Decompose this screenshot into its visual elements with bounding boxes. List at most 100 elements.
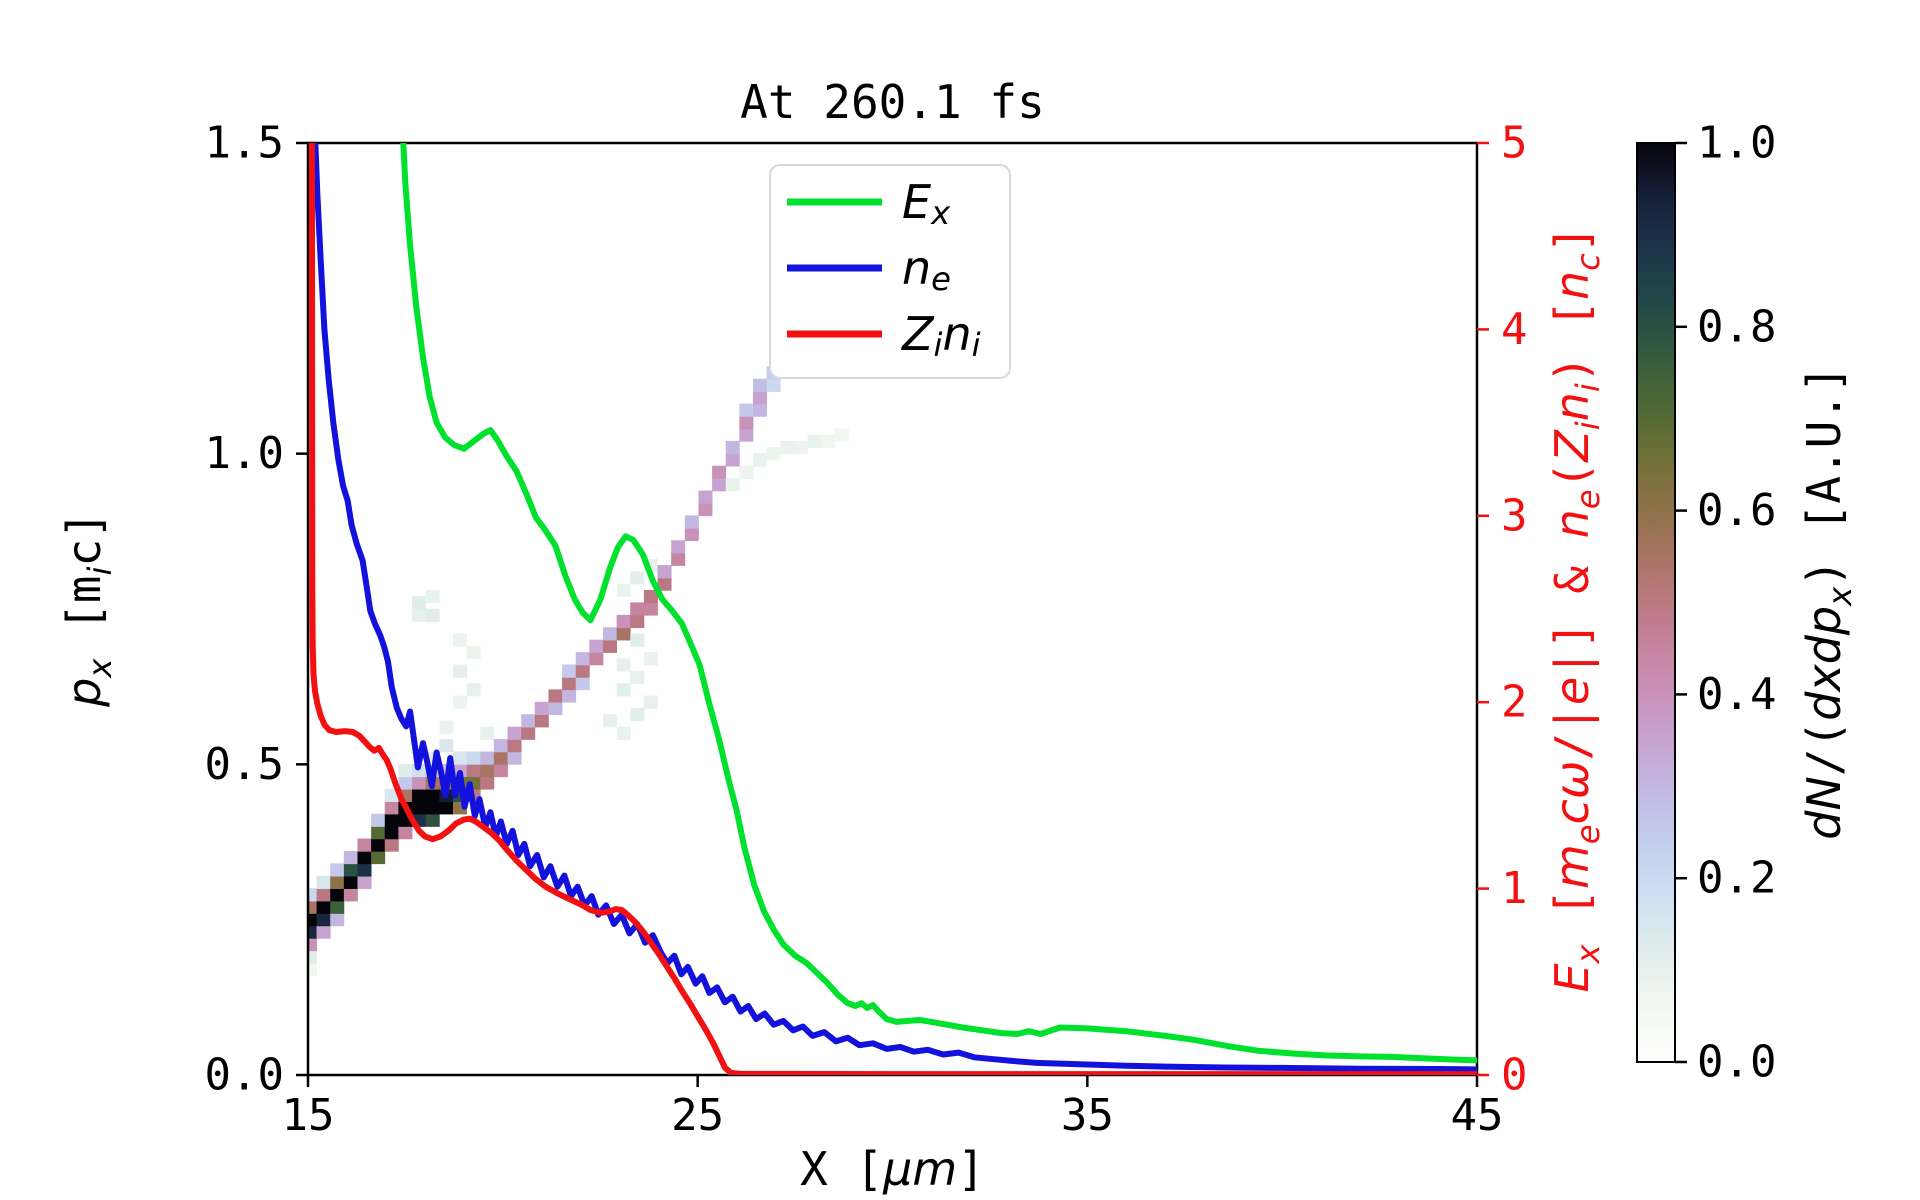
- heatmap-cell: [752, 403, 768, 417]
- heatmap-cell: [452, 633, 467, 647]
- y-right-tick-label: 3: [1501, 490, 1528, 541]
- heatmap-cell: [562, 664, 577, 678]
- heatmap-cell: [343, 850, 358, 865]
- heatmap-cell: [398, 776, 413, 790]
- heatmap-cell: [308, 913, 317, 927]
- heatmap-cell: [316, 925, 331, 939]
- heatmap-cell: [330, 875, 345, 889]
- heatmap-cell: [466, 763, 481, 778]
- heatmap-cell: [684, 515, 699, 529]
- heatmap-cell: [752, 378, 768, 392]
- y-right-axis-label: Ex [mecω/|e|] & ne(Zini) [nc]: [1545, 225, 1607, 992]
- heatmap-cell: [412, 596, 427, 610]
- heatmap-cell: [575, 652, 590, 666]
- heatmap-cell: [398, 826, 413, 840]
- heatmap-cell: [343, 888, 358, 902]
- heatmap-cell: [357, 850, 372, 865]
- heatmap-cell: [602, 639, 618, 653]
- y-right-tick-label: 2: [1501, 677, 1528, 728]
- heatmap-cell: [480, 751, 495, 765]
- legend: Ex ne Zini: [769, 164, 1011, 379]
- y-left-tick-label: 0.5: [205, 739, 284, 790]
- heatmap-cell: [507, 739, 522, 753]
- heatmap-cell: [725, 440, 740, 455]
- x-tick-label: 25: [671, 1090, 724, 1141]
- heatmap-cell: [308, 937, 317, 952]
- heatmap-cell: [725, 453, 740, 467]
- plot-title: At 260.1 fs: [740, 75, 1045, 129]
- heatmap-cell: [712, 465, 727, 479]
- heatmap-cell: [616, 726, 631, 740]
- heatmap-cell: [739, 403, 754, 417]
- heatmap-cell: [308, 925, 317, 939]
- heatmap-cell: [330, 913, 345, 927]
- y-right-tick-label: 0: [1501, 1050, 1528, 1101]
- heatmap-cell: [384, 801, 399, 815]
- heatmap-cell: [589, 639, 604, 653]
- heatmap-cell: [684, 527, 699, 542]
- heatmap-cell: [398, 763, 413, 778]
- legend-label-Ex: Ex: [902, 175, 951, 232]
- heatmap-cell: [698, 490, 713, 504]
- heatmap-cell: [671, 552, 686, 566]
- heatmap-cell: [616, 627, 631, 641]
- heatmap-cell: [452, 695, 467, 709]
- heatmap-cell: [308, 950, 317, 964]
- heatmap-cell: [602, 627, 618, 641]
- legend-label-ne: ne: [902, 241, 951, 298]
- heatmap-cell: [766, 447, 781, 461]
- x-axis-label: X [μm]: [800, 1142, 985, 1196]
- heatmap-cell: [384, 826, 399, 840]
- heatmap-cell: [521, 714, 536, 728]
- heatmap-cell: [425, 813, 440, 827]
- heatmap-cell: [752, 453, 768, 467]
- heatmap-cell: [357, 875, 372, 889]
- heatmap-cell: [630, 670, 645, 684]
- heatmap-cell: [425, 608, 440, 622]
- heatmap-cell: [739, 428, 754, 442]
- x-tick-label: 45: [1451, 1090, 1504, 1141]
- heatmap-cell: [330, 888, 345, 902]
- heatmap-cell: [439, 720, 454, 734]
- heatmap-cell: [412, 788, 427, 802]
- curve-ne: [312, 143, 1477, 1073]
- heatmap-cell: [548, 689, 563, 703]
- colorbar-tick-label: 0.0: [1697, 1037, 1776, 1088]
- heatmap-cell: [452, 751, 467, 765]
- heatmap-cell: [630, 614, 645, 629]
- heatmap-cell: [534, 701, 549, 715]
- x-tick-label: 35: [1061, 1090, 1114, 1141]
- heatmap-cell: [371, 850, 386, 865]
- heatmap-cell: [466, 683, 481, 697]
- heatmap-cell: [562, 689, 577, 703]
- heatmap-cell: [439, 801, 454, 815]
- y-right-tick-label: 5: [1501, 118, 1528, 169]
- heatmap-cell: [807, 434, 822, 448]
- heatmap-cell: [698, 503, 713, 517]
- colorbar-label: dN/(dxdpx) [A.U.]: [1797, 365, 1859, 839]
- heatmap-cell: [480, 776, 495, 790]
- heatmap-cell: [752, 391, 768, 405]
- heatmap-cell: [412, 776, 427, 790]
- heatmap-cell: [316, 913, 331, 927]
- curve-Zini: [308, 143, 1477, 1075]
- heatmap-cell: [308, 900, 317, 914]
- heatmap-cell: [493, 763, 508, 778]
- colorbar-tick-label: 1.0: [1697, 118, 1776, 169]
- heatmap-cell: [316, 875, 331, 889]
- heatmap-cell: [371, 838, 386, 852]
- heatmap-cell: [739, 465, 754, 479]
- colorbar: [1636, 142, 1676, 1063]
- heatmap-cell: [548, 701, 563, 715]
- y-left-tick-label: 1.0: [205, 428, 284, 479]
- heatmap-cell: [308, 962, 317, 976]
- y-right-tick-label: 4: [1501, 304, 1528, 355]
- heatmap-cell: [616, 583, 631, 597]
- heatmap-cell: [384, 788, 399, 802]
- heatmap-cell: [425, 801, 440, 815]
- heatmap-cell: [425, 788, 440, 802]
- y-left-tick-label: 0.0: [205, 1050, 284, 1101]
- heatmap-cell: [630, 708, 645, 722]
- heatmap-cell: [384, 813, 399, 827]
- heatmap-cell: [643, 589, 658, 604]
